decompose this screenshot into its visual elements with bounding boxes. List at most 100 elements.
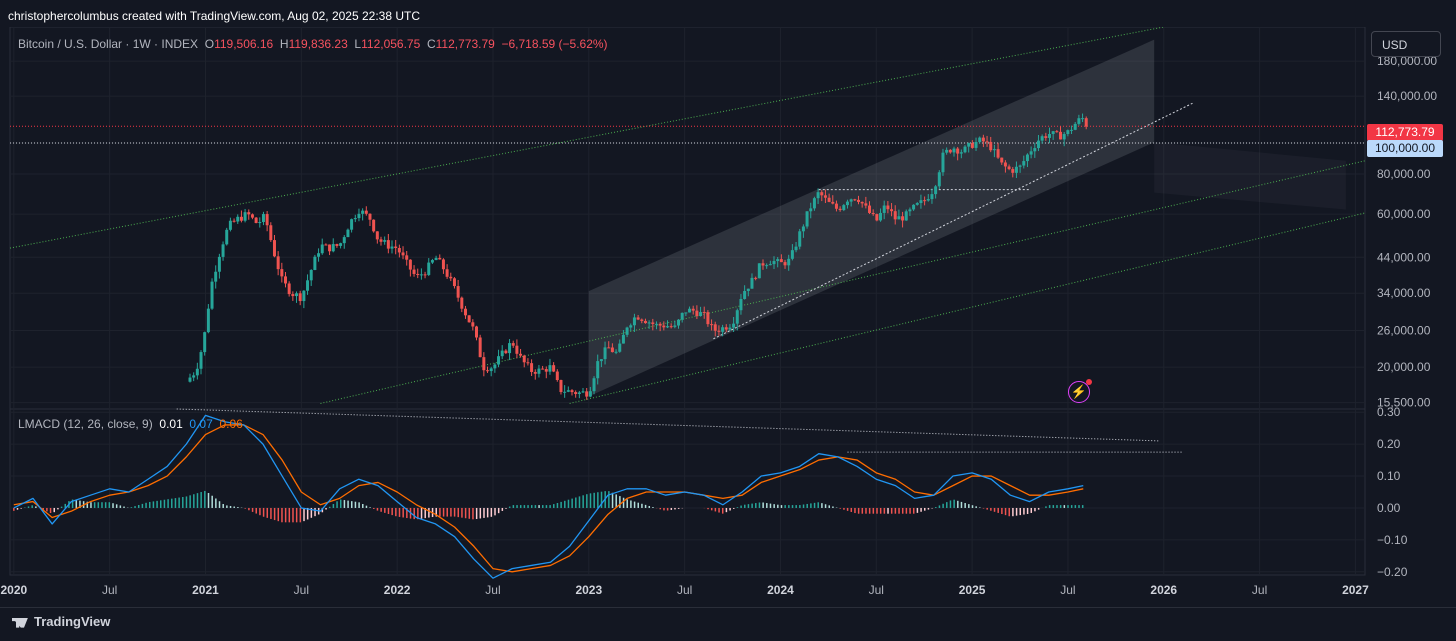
candle-body [291,294,295,297]
candle-body [651,322,655,324]
macd-tick-label: 0.10 [1377,469,1401,483]
macd-legend[interactable]: LMACD (12, 26, close, 9) 0.01 0.07 0.06 [18,417,243,431]
candle-body [394,246,398,249]
candle-body [974,142,978,148]
candle-body [816,192,820,199]
candle-body [735,310,739,324]
candle-body [342,237,346,244]
candle-body [434,257,438,261]
candle-body [1051,131,1055,135]
currency-button[interactable]: USD [1371,31,1441,57]
candle-body [397,248,401,253]
change-value: −6,718.59 (−5.62%) [501,37,608,51]
candle-body [779,259,783,263]
candle-body [588,391,592,397]
candle-body [570,390,574,393]
candle-body [724,327,728,330]
candle-body [930,194,934,200]
time-tick-label: 2020 [0,583,27,597]
candle-body [629,325,633,328]
candle-body [497,356,501,365]
candle-body [849,199,853,202]
candle-body [856,199,860,202]
notification-dot [1086,379,1092,385]
candle-body [1047,134,1051,138]
candle-body [566,390,570,392]
candle-body [614,351,618,353]
candle-body [438,257,442,260]
tradingview-logo[interactable]: TradingView [12,614,110,629]
symbol-name[interactable]: Bitcoin / U.S. Dollar · 1W · INDEX [18,37,199,51]
candle-body [981,137,985,142]
brand-label: TradingView [34,614,111,629]
candle-body [864,203,868,206]
time-tick-label: 2026 [1150,583,1177,597]
candle-body [585,391,589,397]
chart-canvas[interactable]: 15,500.00 20,000.00 26,000.00 34,000.00 44,0… [0,27,1456,607]
candle-body [269,225,273,241]
candle-body [416,273,420,275]
candle-body [508,343,512,354]
candle-body [243,212,247,221]
regression-channel [588,39,1155,397]
candle-body [1077,118,1081,124]
candle-body [357,213,361,219]
candle-body [430,260,434,263]
high-value: 119,836.23 [288,37,348,51]
chart-frame[interactable]: 15,500.00 20,000.00 26,000.00 34,000.00 44,0… [0,27,1456,607]
candle-body [372,219,376,232]
candle-body [834,203,838,209]
header-bar: christophercolumbus created with Trading… [0,0,1456,30]
candle-body [482,357,486,371]
candle-body [904,211,908,221]
candle-body [970,143,974,148]
candle-body [871,212,875,215]
candle-body [239,216,243,221]
candle-body [607,347,611,349]
candle-body [765,265,769,267]
time-tick-label: 2025 [959,583,986,597]
candle-body [1036,140,1040,149]
candle-body [750,277,754,289]
candle-body [1033,148,1037,152]
candle-body [853,199,857,201]
lightning-bolt-icon[interactable]: ⚡ [1068,379,1092,403]
candle-body [890,209,894,212]
candle-body [210,281,214,309]
candle-body [699,312,703,317]
candle-body [945,149,949,153]
candle-body [1055,131,1059,133]
time-tick-label: 2024 [767,583,794,597]
candle-body [963,146,967,153]
candle-body [610,347,614,353]
candle-body [996,149,1000,158]
candle-body [985,141,989,143]
candle-body [203,332,207,353]
candle-body [761,263,765,266]
candle-body [250,214,254,218]
candle-body [886,205,890,210]
candle-body [364,210,368,214]
candle-body [915,203,919,205]
candle-body [643,320,647,324]
candle-body [474,326,478,338]
attribution-text: christophercolumbus created with Trading… [8,9,421,23]
candle-body [541,368,545,370]
candle-body [842,205,846,211]
candle-body [309,270,313,281]
candle-body [897,216,901,220]
candle-body [787,258,791,266]
candle-body [504,350,508,354]
candle-body [654,323,658,325]
candle-body [225,229,229,245]
candle-body [500,350,504,357]
candle-body [1025,154,1029,162]
candle-body [383,240,387,242]
candle-body [577,392,581,395]
candle-body [401,252,405,256]
macd-tick-label: 0.00 [1377,501,1401,515]
time-tick-label: Jul [102,583,117,597]
candle-body [845,201,849,206]
price-tick-label: 180,000.00 [1377,54,1437,68]
candle-body [801,226,805,232]
